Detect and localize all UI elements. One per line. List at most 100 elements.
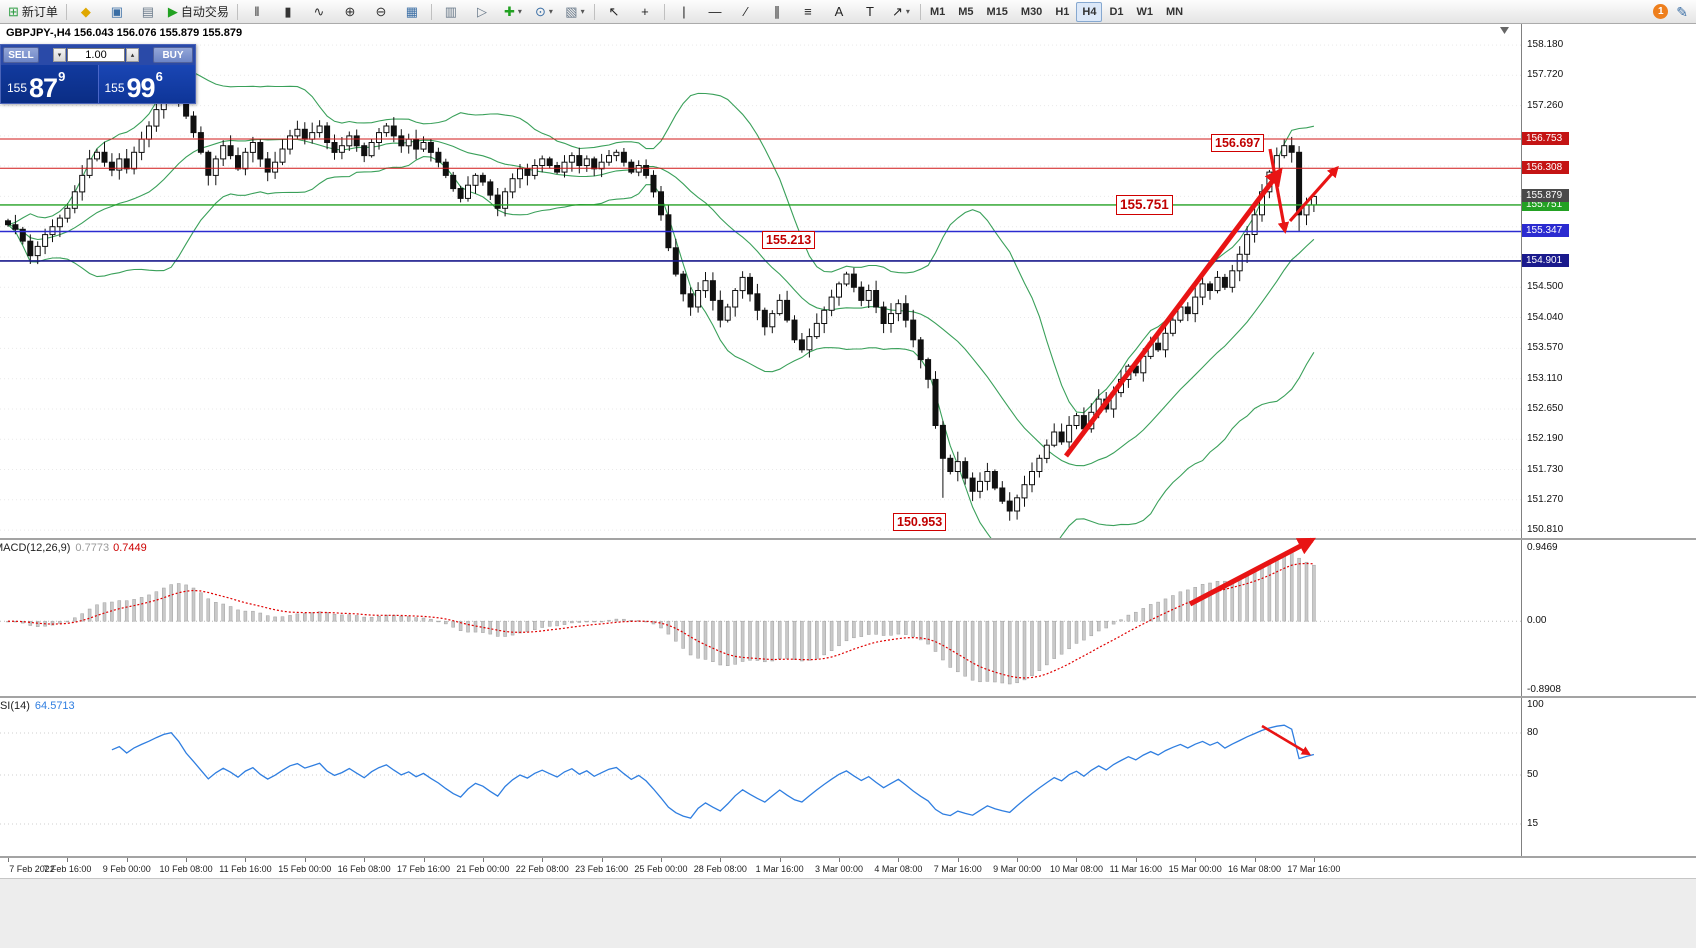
candle-chart-mode-button[interactable]: ▮ [273, 1, 303, 23]
buy-button[interactable]: BUY [153, 47, 193, 63]
text-tool-button[interactable]: A [824, 1, 854, 23]
timeframe-m15-button[interactable]: M15 [986, 5, 1008, 18]
toolbar-separator [236, 3, 238, 20]
buy-price[interactable]: 155 99 6 [97, 65, 195, 103]
time-tick [839, 858, 841, 862]
price-axis: 158.180 157.720 157.260 154.500 154.040 153.5… [1521, 24, 1696, 858]
new-order-button[interactable]: ⊞ 新订单 [4, 1, 62, 23]
price-label-flag[interactable]: 156.697 [1211, 134, 1265, 153]
sell-button[interactable]: SELL [3, 47, 39, 63]
period-selector-button[interactable]: ⊙ ▾ [529, 1, 559, 23]
zoom-out-button[interactable]: ⊖ [366, 1, 396, 23]
timeframe-d1-button[interactable]: D1 [1109, 5, 1124, 18]
axis-label: 154.040 [1527, 311, 1564, 323]
fibonacci-tool-button[interactable]: ≡ [793, 1, 823, 23]
panel-separator[interactable] [0, 538, 1696, 540]
volume-input[interactable] [67, 48, 125, 62]
vertical-line-tool-button[interactable]: | [669, 1, 699, 23]
price-chart[interactable] [0, 24, 1521, 538]
price-label-flag[interactable]: 150.953 [893, 513, 947, 532]
volume-down-button[interactable]: ▾ [53, 48, 66, 62]
timeframe-w1-button[interactable]: W1 [1136, 5, 1154, 18]
chart-shift-marker [1500, 27, 1509, 34]
auto-arrange-button[interactable]: ▥ [436, 1, 466, 23]
bar-chart-mode-button[interactable]: ‖ [242, 1, 272, 23]
edit-pencil-icon[interactable]: ✎ [1676, 3, 1688, 20]
time-label: 21 Feb 00:00 [456, 864, 510, 874]
sell-price[interactable]: 155 87 9 [1, 65, 98, 103]
trendline-tool-button[interactable]: ∕ [731, 1, 761, 23]
fibonacci-tool-icon: ≡ [804, 4, 812, 19]
time-label: 16 Mar 08:00 [1228, 864, 1282, 874]
time-tick [779, 858, 781, 862]
time-label: 16 Feb 08:00 [337, 864, 391, 874]
data-window-icon: ▤ [141, 4, 155, 19]
channel-tool-button[interactable]: ∥ [762, 1, 792, 23]
time-tick [1313, 858, 1315, 862]
line-chart-mode-button[interactable]: ∿ [304, 1, 334, 23]
crosshair-tool-button[interactable]: + [630, 1, 660, 23]
time-tick [364, 858, 366, 862]
price-label-flag[interactable]: 155.213 [762, 231, 816, 250]
timeframe-h4-button[interactable]: H4 [1076, 1, 1103, 22]
candle-chart-mode-icon: ▮ [284, 4, 292, 19]
timeframe-m5-button[interactable]: M5 [958, 5, 974, 18]
toolbar-right: 1 ✎ [1653, 4, 1692, 19]
axis-label: 151.270 [1527, 493, 1564, 505]
macd-value-signal: 0.7449 [113, 542, 147, 554]
macd-chart[interactable] [0, 540, 1521, 696]
timeframe-mn-button[interactable]: MN [1166, 5, 1184, 18]
new-order-icon: ⊞ [8, 4, 19, 19]
market-watch-button[interactable]: ▣ [102, 1, 132, 23]
period-selector-icon: ⊙ [534, 4, 546, 19]
time-tick [423, 858, 425, 862]
template-selector-button[interactable]: ▧ ▾ [560, 1, 590, 23]
timeframe-h1-button[interactable]: H1 [1055, 5, 1070, 18]
price-label-flag[interactable]: 155.751 [1116, 195, 1173, 215]
sell-price-prefix: 155 [7, 81, 28, 95]
rsi-chart[interactable] [0, 698, 1521, 856]
rsi-name: RSI(14) [0, 700, 30, 712]
volume-up-button[interactable]: ▴ [126, 48, 139, 62]
trade-panel-prices: 155 87 9 155 99 6 [1, 65, 195, 103]
panel-separator[interactable] [0, 696, 1696, 698]
time-tick [542, 858, 544, 862]
axis-label: 50 [1527, 769, 1539, 780]
zoom-in-button[interactable]: ⊕ [335, 1, 365, 23]
macd-histogram [6, 552, 1316, 685]
trade-panel-controls: SELL ▾ ▴ BUY [1, 45, 195, 65]
autotrade-button[interactable]: ▶ 自动交易 [164, 1, 233, 23]
time-label: 4 Mar 08:00 [874, 864, 923, 874]
price-tag: 156.308 [1522, 161, 1569, 175]
axis-label: 0.9469 [1527, 542, 1558, 553]
timeframe-m30-button[interactable]: M30 [1020, 5, 1043, 18]
quick-alert-button[interactable]: ◆ [71, 1, 101, 23]
crosshair-tool-icon: + [641, 4, 649, 19]
notification-badge[interactable]: 1 [1653, 4, 1669, 19]
cursor-tool-button[interactable]: ↖ [599, 1, 629, 23]
add-indicator-button[interactable]: ✚ ▾ [498, 1, 528, 23]
axis-label: 153.110 [1527, 372, 1563, 384]
time-tick [8, 858, 9, 862]
horizontal-line-tool-button[interactable]: — [700, 1, 730, 23]
time-tick [1017, 858, 1019, 862]
zoom-in-icon: ⊕ [344, 4, 356, 19]
time-tick [67, 858, 69, 862]
autotrade-icon: ▶ [167, 4, 178, 19]
buy-price-sup: 6 [155, 69, 163, 84]
time-label: 17 Mar 16:00 [1287, 864, 1341, 874]
buy-price-big: 99 [126, 72, 156, 103]
rsi-value: 64.5713 [34, 700, 75, 712]
template-selector-icon: ▧ [565, 4, 578, 19]
zoom-out-icon: ⊖ [375, 4, 387, 19]
data-window-button[interactable]: ▤ [133, 1, 163, 23]
template-selector-caret-icon: ▾ [580, 7, 585, 16]
auto-arrange-icon: ▥ [444, 4, 458, 19]
timeframe-m1-button[interactable]: M1 [929, 5, 946, 18]
chart-shift-button[interactable]: ▷ [467, 1, 497, 23]
shapes-tool-button[interactable]: ↗ ▾ [886, 1, 916, 23]
macd-name: MACD(12,26,9) [0, 542, 71, 554]
label-tool-button[interactable]: T [855, 1, 885, 23]
tile-windows-button[interactable]: ▦ [397, 1, 427, 23]
chart-shift-icon: ▷ [476, 4, 487, 19]
